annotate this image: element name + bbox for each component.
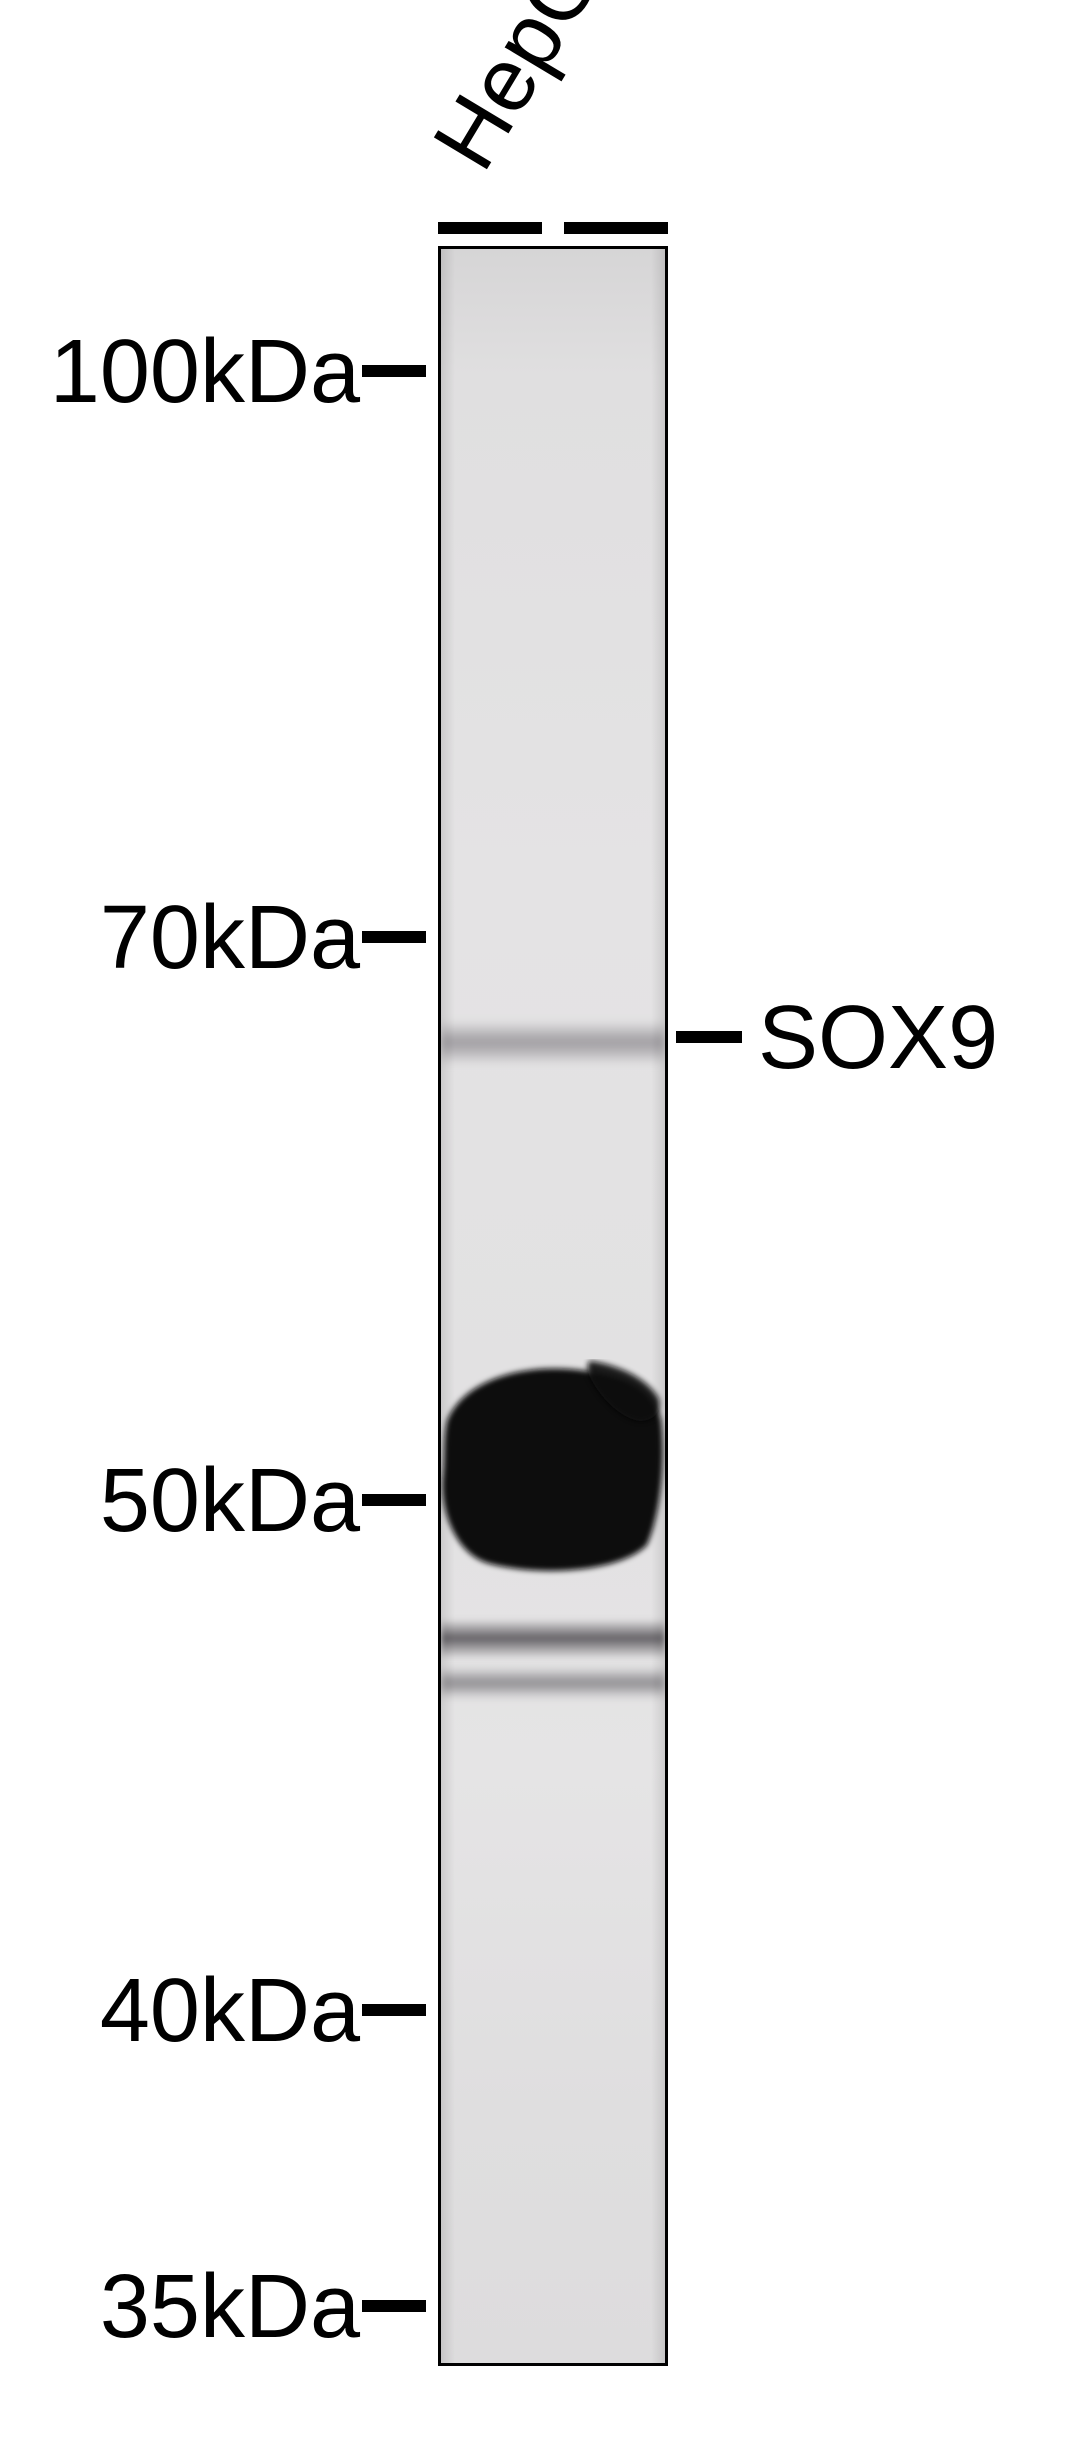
mw-tick-50 [362,1494,426,1506]
mw-label-70: 70kDa [100,887,360,990]
band-main-strong [441,1359,665,1579]
mw-label-35: 35kDa [100,2256,360,2359]
band-main-shape [441,1359,665,1579]
lane-edge-shadow-left [441,249,455,2363]
mw-tick-70 [362,931,426,943]
western-blot-figure: HepG2 100kDa 70kDa 50kDa 40kDa 35kDa SOX… [0,0,1080,2439]
mw-label-100: 100kDa [50,321,360,424]
target-label-sox9: SOX9 [758,987,998,1090]
band-lower-2 [441,1667,665,1699]
lane-label-hepg2: HepG2 [414,0,649,187]
blot-lane [438,246,668,2366]
mw-label-50: 50kDa [100,1450,360,1553]
mw-tick-40 [362,2004,426,2016]
band-lower-1 [441,1619,665,1659]
lane-tick-right [564,222,668,234]
band-sox9-faint [441,1021,665,1065]
mw-tick-100 [362,365,426,377]
lane-tick-left [438,222,542,234]
mw-label-40: 40kDa [100,1960,360,2063]
mw-tick-35 [362,2300,426,2312]
target-tick-sox9 [676,1031,742,1043]
lane-edge-shadow-right [651,249,665,2363]
